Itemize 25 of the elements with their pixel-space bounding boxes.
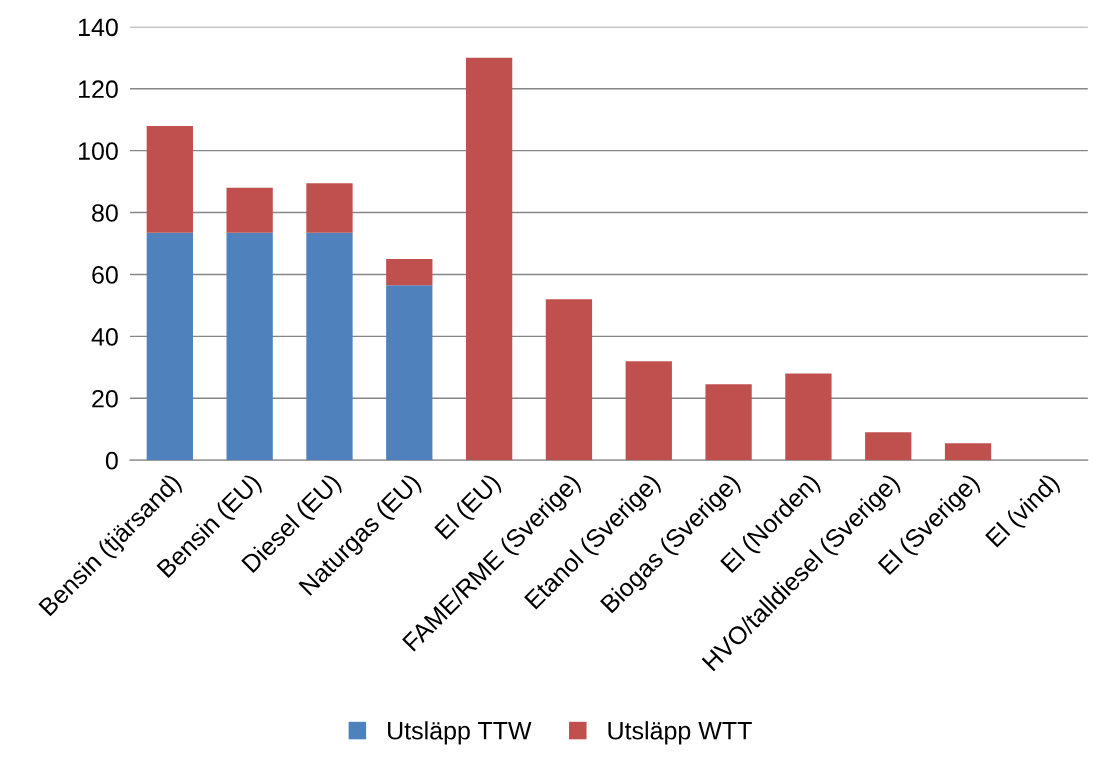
bar [226, 232, 273, 461]
legend-label: Utsläpp WTT [608, 721, 752, 745]
bar [625, 361, 672, 461]
bar [226, 187, 273, 233]
bar [386, 285, 433, 461]
bar [386, 259, 433, 286]
bar [944, 443, 992, 461]
y-tick-label: 40 [91, 327, 118, 346]
y-tick-label: 0 [105, 451, 118, 470]
bar [865, 432, 912, 461]
bar [146, 232, 193, 461]
bar [465, 57, 513, 461]
y-tick-label: 60 [92, 266, 118, 284]
y-tick-label: 100 [79, 142, 118, 160]
bar [306, 183, 353, 233]
bar [785, 373, 832, 461]
y-tick-label: 120 [79, 80, 118, 99]
bar [146, 125, 193, 233]
bar [306, 232, 353, 461]
bar [705, 384, 752, 461]
y-tick-label: 80 [92, 204, 118, 222]
y-tick-label: 20 [92, 389, 118, 408]
y-tick-label: 140 [79, 18, 118, 37]
legend-label: Utsläpp TTW [388, 721, 532, 745]
bar [545, 299, 593, 461]
